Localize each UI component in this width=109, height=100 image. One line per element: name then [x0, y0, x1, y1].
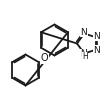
Text: H: H [82, 52, 88, 61]
Text: N: N [94, 32, 100, 40]
Text: N: N [94, 46, 100, 55]
Text: O: O [40, 53, 48, 63]
Text: N: N [80, 28, 87, 37]
Text: N: N [80, 50, 87, 58]
